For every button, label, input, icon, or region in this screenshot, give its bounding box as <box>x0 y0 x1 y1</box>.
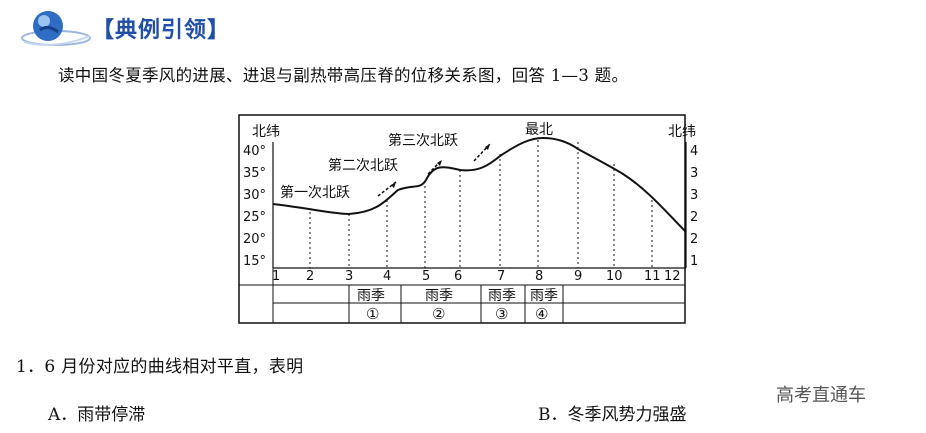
month-label: 3 <box>345 269 353 284</box>
rain-season-label: 雨季 <box>357 288 385 304</box>
rain-season-number: ③ <box>495 305 508 323</box>
rain-season-number: ① <box>366 305 379 323</box>
lat-tick: 25° <box>243 210 266 225</box>
right-axis-title: 北纬 <box>668 124 696 140</box>
lat-tick: 20° <box>690 232 698 247</box>
lat-tick: 15° <box>690 254 698 269</box>
lat-tick: 30° <box>690 188 698 203</box>
jump1-label: 第一次北跃 <box>280 184 350 201</box>
lat-tick: 35° <box>690 166 698 181</box>
rain-season-label: 雨季 <box>530 288 558 304</box>
jump3-arrowhead <box>485 144 490 150</box>
figure-frame <box>238 114 686 324</box>
month-label: 6 <box>454 269 462 284</box>
month-label: 10 <box>606 269 623 284</box>
section-title: 【典例引领】 <box>92 18 231 43</box>
table-dividers <box>348 285 564 323</box>
month-guides <box>309 140 653 268</box>
jump3-arrow <box>473 143 491 162</box>
lat-tick: 40° <box>243 144 266 159</box>
lat-tick: 15° <box>243 254 266 269</box>
rain-season-number: ④ <box>535 305 548 323</box>
month-label: 9 <box>574 269 582 284</box>
jump1-arrow <box>377 181 397 197</box>
jump1-arrowhead <box>391 182 396 188</box>
lat-tick: 40° <box>690 144 698 159</box>
month-label: 11 <box>644 269 661 284</box>
lat-tick: 35° <box>243 166 266 181</box>
month-label: 7 <box>497 269 505 284</box>
month-label: 12 <box>664 269 681 284</box>
northmost-label: 最北 <box>525 122 553 138</box>
month-label: 8 <box>535 269 543 284</box>
jump2-label: 第二次北跃 <box>328 157 398 174</box>
lat-tick: 25° <box>690 210 698 225</box>
figure-diagram: 北纬 北纬 40° 35° 30° 25° 20° 15° 40° 35° 30… <box>238 114 698 324</box>
jump2-arrowhead <box>437 160 442 166</box>
lat-tick: 30° <box>243 188 266 203</box>
option-b[interactable]: B．冬季风势力强盛 <box>538 405 687 425</box>
rain-season-number: ② <box>432 305 445 323</box>
jump3-label: 第三次北跃 <box>388 132 458 149</box>
month-label: 5 <box>422 269 430 284</box>
intro-text: 读中国冬夏季风的进展、进退与副热带高压脊的位移关系图，回答 1—3 题。 <box>58 66 629 85</box>
watermark: 高考直通车 <box>776 385 866 406</box>
question-text: 1．6 月份对应的曲线相对平直，表明 <box>16 357 304 377</box>
rain-season-label: 雨季 <box>488 288 516 304</box>
globe-logo-icon <box>21 11 91 46</box>
ridge-curve <box>272 136 687 233</box>
left-axis-title: 北纬 <box>252 124 280 140</box>
rain-season-label: 雨季 <box>425 288 453 304</box>
option-a[interactable]: A．雨带停滞 <box>48 405 146 425</box>
month-label: 4 <box>383 269 391 284</box>
month-label: 1 <box>272 269 280 284</box>
month-label: 2 <box>306 269 314 284</box>
lat-tick: 20° <box>243 232 266 247</box>
